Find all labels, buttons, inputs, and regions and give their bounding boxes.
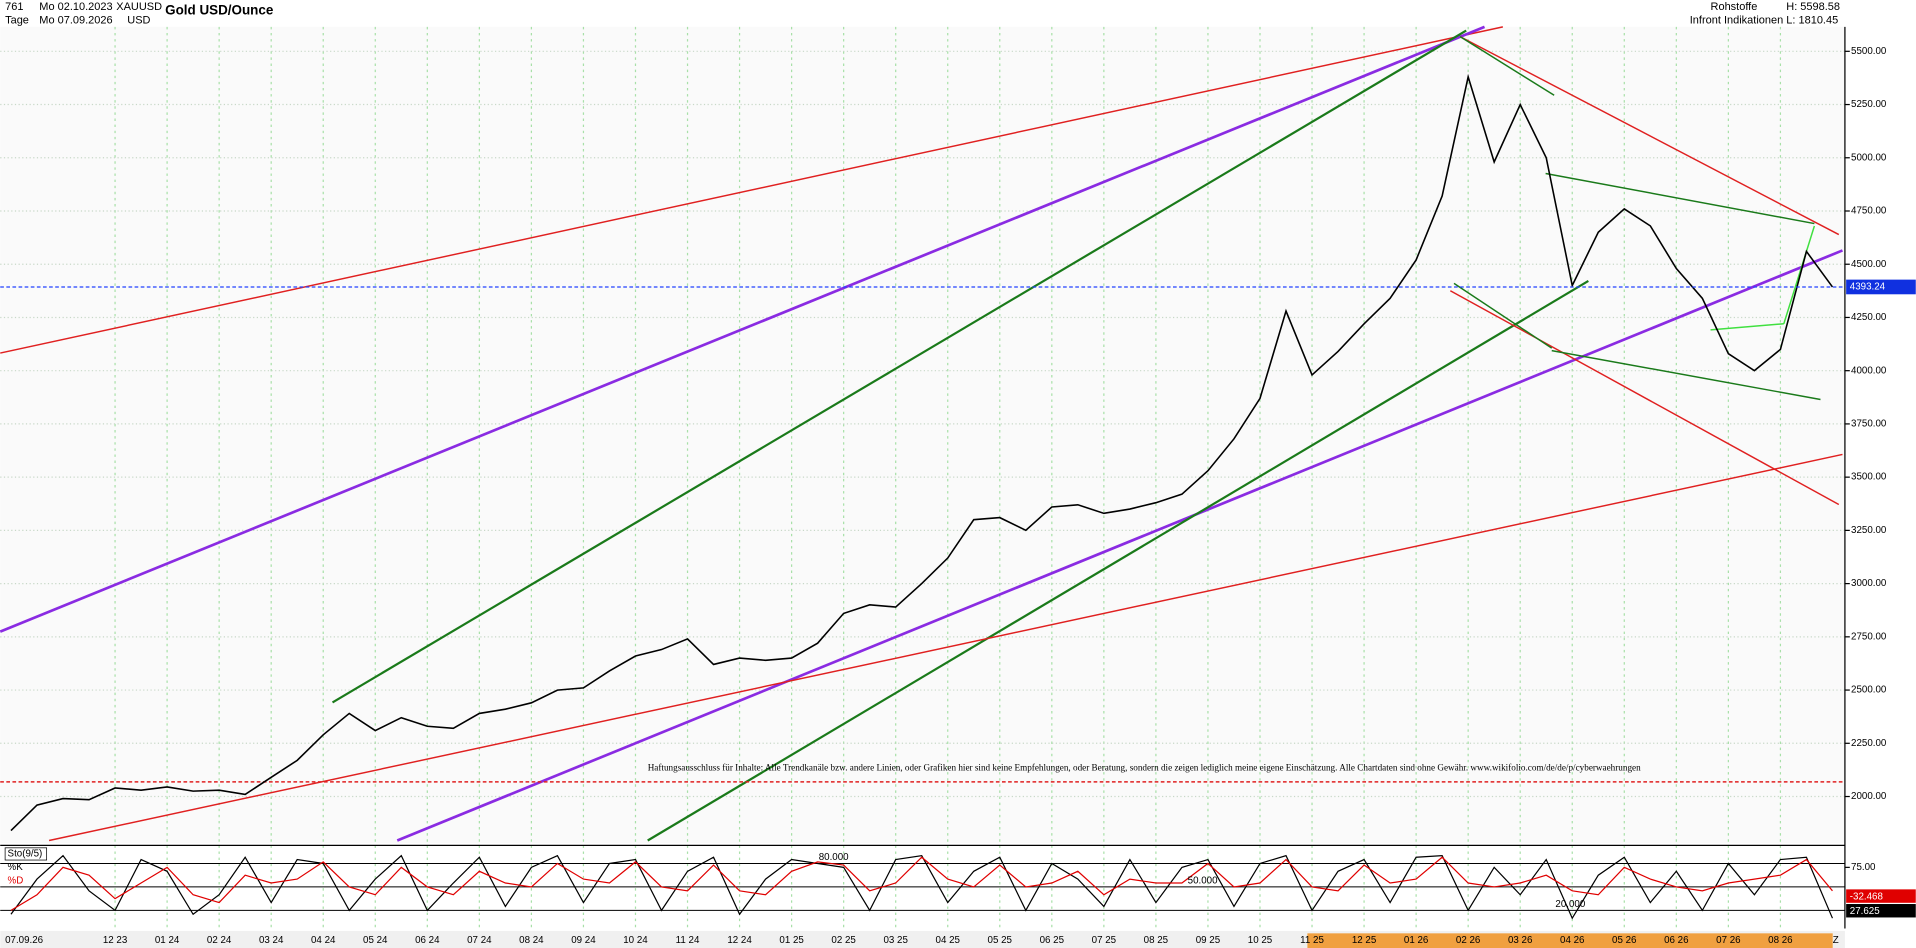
x-tick-label: 07 25 [1092,935,1117,946]
trend-line [1783,225,1816,324]
x-tick-label: 10 24 [623,935,648,946]
y-tick-label: 2500.00 [1851,685,1887,696]
x-tick-label: 11 25 [1300,935,1324,946]
trend-line [48,453,1843,842]
trend-line [1453,282,1553,349]
x-tick-label: 03 24 [259,935,284,946]
level-label: 50.000 [1188,875,1218,886]
last-price-badge [1846,279,1916,295]
trend-lines [0,25,1845,842]
x-tick-label: 03 25 [883,935,908,946]
y-tick-label: 3000.00 [1851,578,1887,589]
trend-line [331,29,1467,704]
series-layer [0,73,1845,920]
trend-line [647,280,1589,842]
to-date: Mo 07.09.2026 [39,15,112,27]
x-tick-label: 04 25 [936,935,961,946]
y-tick-label: 2000.00 [1851,791,1887,802]
level-label: 20.000 [1555,899,1585,910]
x-tick-label: 01 24 [155,935,180,946]
y-tick-label: 2750.00 [1851,631,1887,642]
series-line [10,73,1834,832]
disclaimer: Haftungsausschluss für Inhalte: Alle Tre… [648,763,1641,773]
currency: USD [127,15,150,27]
x-tick-label: 09 24 [571,935,596,946]
indicator-box[interactable] [4,847,48,861]
x-tick-label: 12 24 [727,935,752,946]
x-tick-label: 02 26 [1456,935,1480,946]
x-tick-label: 09 25 [1196,935,1221,946]
trend-line [1449,290,1840,506]
period: Tage [5,15,29,27]
chart-title: Gold USD/Ounce [165,3,273,18]
x-tick-label: 10 25 [1248,935,1273,946]
trend-line [1459,36,1555,96]
y-tick-label: 4500.00 [1851,259,1887,270]
end-marker: Z [1833,935,1839,946]
x-axis-highlight [1307,933,1833,948]
x-tick-label: 05 24 [363,935,388,946]
k-badge-label: -32.468 [1850,891,1883,902]
plot-area [0,26,1845,843]
grid [0,26,1845,929]
low: L: 1810.45 [1786,15,1838,27]
d-badge [1846,904,1916,918]
trend-line [1545,172,1815,225]
trend-line [1551,349,1821,401]
y-tick-label: 75.00 [1851,862,1876,873]
high: H: 5598.58 [1786,1,1840,13]
trend-line [0,25,1486,633]
from-date: Mo 02.10.2023 [39,1,112,13]
d-badge-label: 27.625 [1850,906,1880,917]
y-tick-label: 5500.00 [1851,46,1887,57]
y-tick-label: 3500.00 [1851,472,1887,483]
x-tick-label: 02 25 [831,935,856,946]
series-line [10,854,1834,920]
x-tick-label: 04 26 [1560,935,1584,946]
symbol: XAUUSD [116,1,162,13]
series-line [10,856,1833,911]
x-tick-label: 08 25 [1144,935,1169,946]
trend-line [396,249,1843,842]
x-tick-label: 06 26 [1664,935,1688,946]
trend-line [0,26,1504,354]
x-tick-label: 07 24 [467,935,492,946]
x-tick-label: 05 26 [1612,935,1636,946]
x-tick-label: 06 25 [1040,935,1065,946]
bar-count: 761 [5,1,23,13]
y-tick-label: 3250.00 [1851,525,1887,536]
group: Rohstoffe [1711,1,1758,13]
x-tick-label: 03 26 [1508,935,1532,946]
y-tick-label: 4250.00 [1851,312,1887,323]
trend-line [1710,323,1784,331]
k-badge [1846,889,1916,903]
x-tick-label: 05 25 [988,935,1013,946]
x-tick-label: 04 24 [311,935,336,946]
y-tick-label: 4000.00 [1851,365,1887,376]
y-tick-label: 5000.00 [1851,152,1887,163]
x-tick-label: 06 24 [415,935,440,946]
x-tick-label: 12 25 [1352,935,1377,946]
x-tick-label: 12 23 [103,935,127,946]
y-tick-label: 3750.00 [1851,418,1887,429]
indicator-title: Sto(9/5) [8,849,43,860]
y-tick-label: 4750.00 [1851,206,1887,217]
y-tick-label: 5250.00 [1851,99,1887,110]
x-tick-label: 02 24 [207,935,232,946]
source: Infront Indikationen [1690,15,1783,27]
y-tick-label: 2250.00 [1851,738,1887,749]
cursor-date: 07.09.26 [5,935,43,946]
level-label: 80.000 [819,852,849,863]
x-tick-label: 08 24 [519,935,544,946]
legend-entry: %K [8,862,24,873]
x-tick-label: 01 26 [1404,935,1428,946]
x-tick-label: 08 26 [1768,935,1792,946]
trend-line [1459,35,1840,236]
x-tick-label: 07 26 [1716,935,1740,946]
last-price-label: 4393.24 [1850,282,1886,293]
x-tick-label: 01 25 [779,935,804,946]
x-tick-label: 11 24 [676,935,700,946]
legend-entry: %D [8,875,24,886]
